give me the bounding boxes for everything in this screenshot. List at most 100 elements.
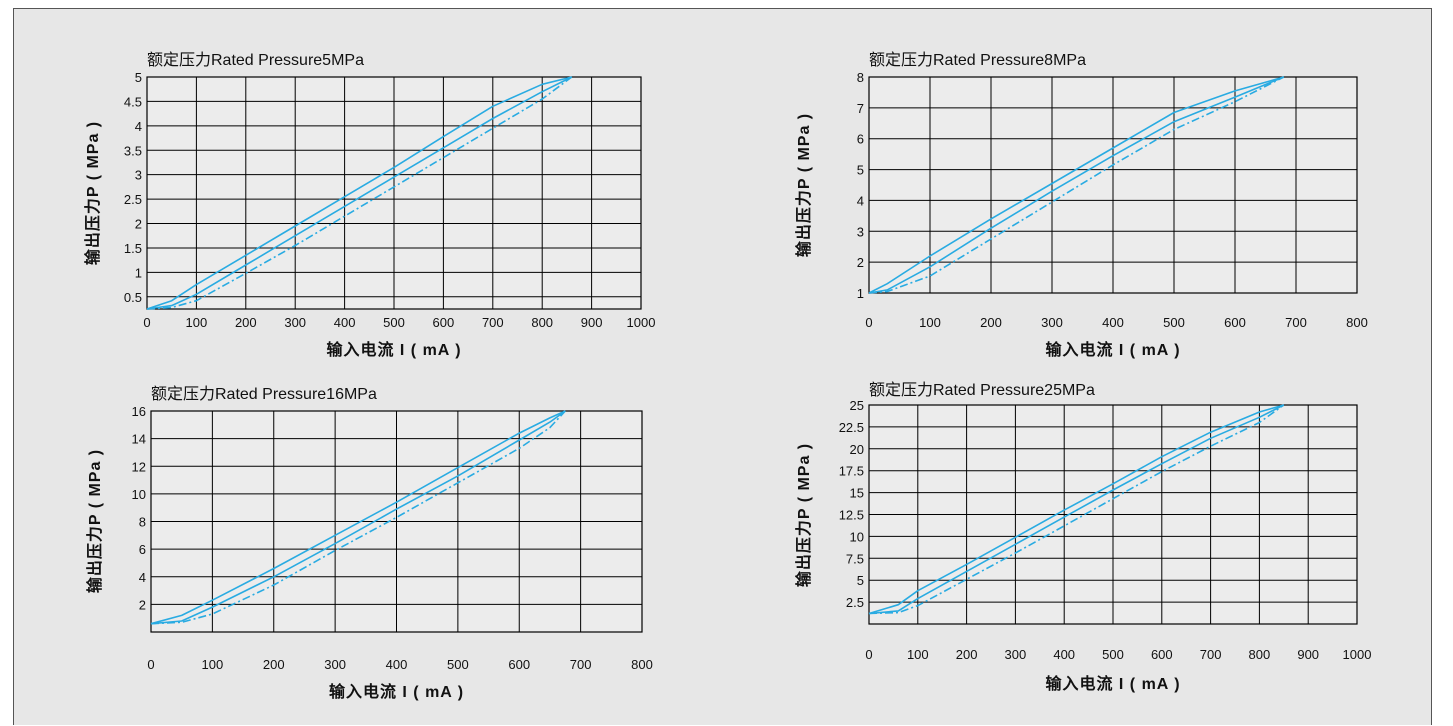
x-tick-label: 0 xyxy=(865,315,872,330)
chart-25mpa: 0 100 200 300 400 500 600 700 800 900 1000 2.5 5 7.5 1… xyxy=(794,381,1372,693)
y-tick-label: 12.5 xyxy=(839,508,864,523)
chart-5mpa: 0 100 200 300 400 500 600 700 800 900 1000 0.5 1 1.5 2… xyxy=(83,51,656,359)
series-line-1 xyxy=(150,410,566,625)
y-tick-label: 17.5 xyxy=(839,464,864,479)
x-tick-label: 0 xyxy=(143,315,150,330)
x-tick-label: 300 xyxy=(284,315,306,330)
chart-16mpa: 0 100 200 300 400 500 600 700 800 2 4 6 8 10 12 14 16 额定压… xyxy=(85,385,653,701)
y-tick-label: 1.5 xyxy=(124,241,142,256)
y-tick-label: 4.5 xyxy=(124,94,142,109)
x-axis-label: 输入电流 I ( mA ) xyxy=(329,682,464,701)
series-line-1 xyxy=(868,404,1285,615)
x-tick-label: 800 xyxy=(1346,315,1368,330)
y-tick-label: 2 xyxy=(135,217,142,232)
y-tick-label: 8 xyxy=(139,515,146,530)
y-tick-label: 4 xyxy=(857,193,864,208)
x-tick-label: 400 xyxy=(386,657,408,672)
series-line-2 xyxy=(146,76,573,310)
y-tick-label: 6 xyxy=(857,132,864,147)
x-tick-label: 300 xyxy=(1005,647,1027,662)
x-tick-label: 100 xyxy=(186,315,208,330)
x-tick-label: 700 xyxy=(570,657,592,672)
series-line-1 xyxy=(146,76,572,310)
x-tick-label: 400 xyxy=(1102,315,1124,330)
y-tick-label: 22.5 xyxy=(839,420,864,435)
chart-title: 额定压力Rated Pressure25MPa xyxy=(869,381,1095,399)
y-tick-label: 2.5 xyxy=(124,192,142,207)
y-tick-label: 5 xyxy=(857,163,864,178)
x-tick-label: 100 xyxy=(919,315,941,330)
y-tick-label: 16 xyxy=(132,404,146,419)
x-tick-label: 200 xyxy=(980,315,1002,330)
x-tick-label: 900 xyxy=(581,315,603,330)
x-tick-label: 500 xyxy=(447,657,469,672)
y-tick-label: 20 xyxy=(850,442,864,457)
y-tick-label: 5 xyxy=(135,70,142,85)
y-tick-label: 6 xyxy=(139,542,146,557)
series-line-3 xyxy=(868,76,1285,294)
y-tick-label: 25 xyxy=(850,398,864,413)
y-tick-label: 14 xyxy=(132,432,146,447)
y-tick-label: 1 xyxy=(135,265,142,280)
x-tick-label: 700 xyxy=(482,315,504,330)
chart-title: 额定压力Rated Pressure16MPa xyxy=(151,385,377,403)
y-axis-label: 输出压力P ( MPa ) xyxy=(83,121,102,265)
y-tick-label: 4 xyxy=(135,119,142,134)
y-tick-label: 7 xyxy=(857,101,864,116)
x-tick-label: 600 xyxy=(1224,315,1246,330)
x-axis-label: 输入电流 I ( mA ) xyxy=(1045,674,1180,693)
series-line-3 xyxy=(146,76,573,310)
y-tick-label: 4 xyxy=(139,570,146,585)
y-tick-label: 0.5 xyxy=(124,290,142,305)
x-tick-label: 1000 xyxy=(627,315,656,330)
x-tick-label: 200 xyxy=(235,315,257,330)
x-tick-label: 900 xyxy=(1297,647,1319,662)
x-tick-label: 600 xyxy=(1151,647,1173,662)
y-tick-label: 10 xyxy=(850,529,864,544)
x-tick-label: 200 xyxy=(263,657,285,672)
x-tick-label: 600 xyxy=(508,657,530,672)
x-tick-label: 800 xyxy=(531,315,553,330)
y-axis-label: 输出压力P ( MPa ) xyxy=(794,443,813,587)
series-line-2 xyxy=(868,76,1285,294)
y-tick-label: 5 xyxy=(857,573,864,588)
y-axis-label: 输出压力P ( MPa ) xyxy=(85,449,104,593)
x-tick-label: 500 xyxy=(383,315,405,330)
x-tick-label: 700 xyxy=(1285,315,1307,330)
x-axis-label: 输入电流 I ( mA ) xyxy=(326,340,461,359)
y-tick-label: 15 xyxy=(850,486,864,501)
y-axis-label: 输出压力P ( MPa ) xyxy=(794,113,813,257)
y-tick-label: 8 xyxy=(857,70,864,85)
chart-title: 额定压力Rated Pressure8MPa xyxy=(869,51,1086,69)
x-tick-label: 800 xyxy=(1249,647,1271,662)
y-tick-label: 3 xyxy=(135,168,142,183)
y-tick-label: 2.5 xyxy=(846,595,864,610)
x-tick-label: 300 xyxy=(324,657,346,672)
series-line-1 xyxy=(868,76,1285,294)
x-tick-label: 700 xyxy=(1200,647,1222,662)
x-tick-label: 800 xyxy=(631,657,653,672)
series-line-3 xyxy=(868,404,1285,615)
x-tick-label: 300 xyxy=(1041,315,1063,330)
x-tick-label: 500 xyxy=(1102,647,1124,662)
x-tick-label: 100 xyxy=(907,647,929,662)
y-tick-label: 3.5 xyxy=(124,143,142,158)
chart-panel: 0 100 200 300 400 500 600 700 800 900 1000 0.5 1 1.5 2… xyxy=(13,8,1432,725)
y-tick-label: 1 xyxy=(857,286,864,301)
chart-title: 额定压力Rated Pressure5MPa xyxy=(147,51,364,69)
y-tick-label: 2 xyxy=(139,597,146,612)
x-tick-label: 0 xyxy=(147,657,154,672)
x-tick-label: 1000 xyxy=(1343,647,1372,662)
x-tick-label: 200 xyxy=(956,647,978,662)
x-tick-label: 400 xyxy=(1053,647,1075,662)
series-line-2 xyxy=(868,404,1285,615)
series-line-2 xyxy=(150,410,566,625)
y-tick-label: 3 xyxy=(857,224,864,239)
x-tick-label: 600 xyxy=(433,315,455,330)
x-tick-label: 0 xyxy=(865,647,872,662)
x-tick-label: 100 xyxy=(202,657,224,672)
y-tick-label: 7.5 xyxy=(846,551,864,566)
x-axis-label: 输入电流 I ( mA ) xyxy=(1045,340,1180,359)
x-tick-label: 500 xyxy=(1163,315,1185,330)
series-line-3 xyxy=(150,410,566,625)
